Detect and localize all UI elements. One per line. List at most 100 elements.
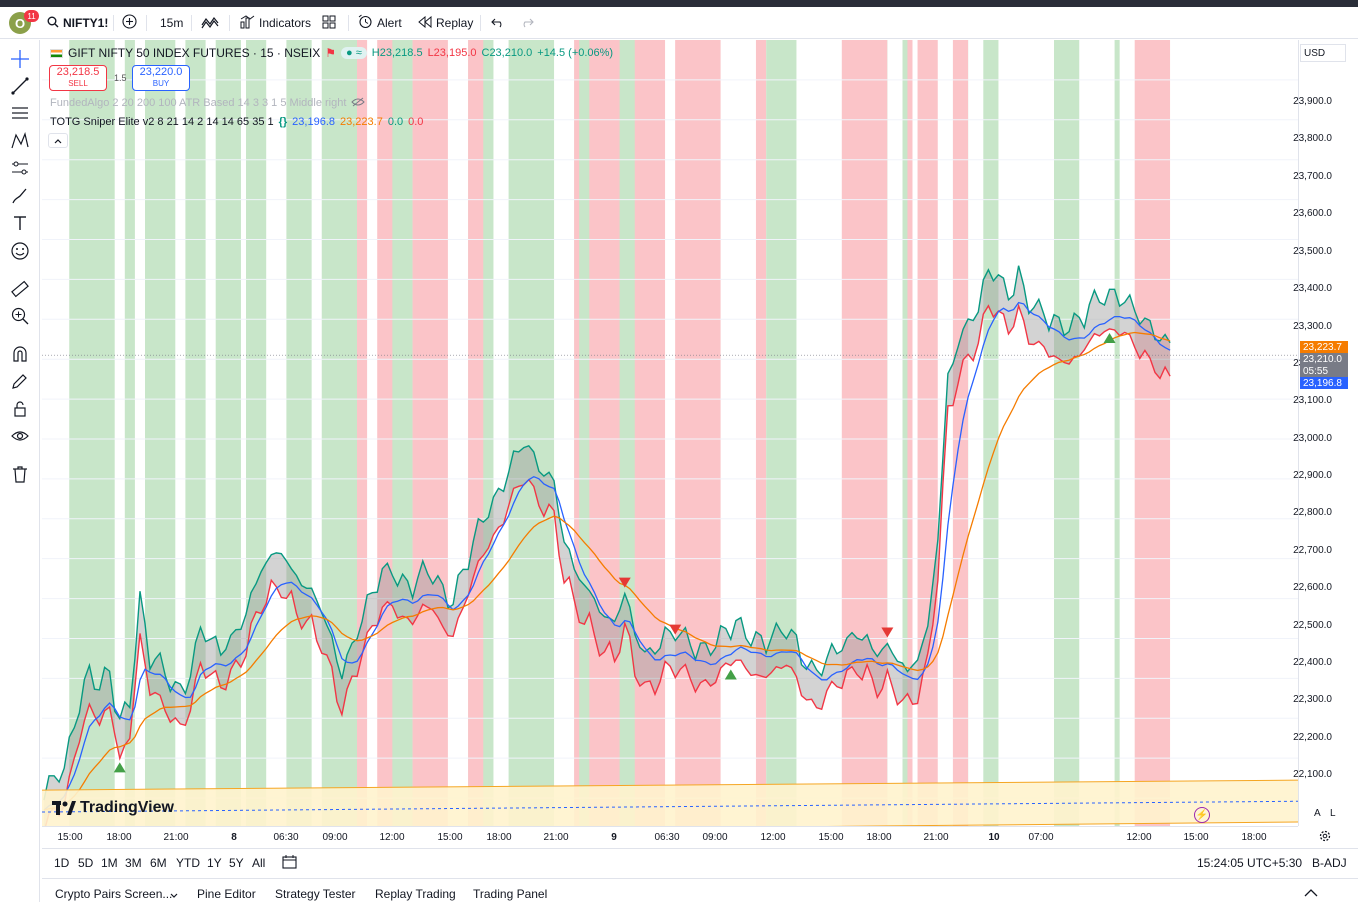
measure-tool[interactable] [9, 278, 31, 300]
magnet-tool[interactable] [9, 343, 31, 365]
price-axis-label: 22,800.0 [1293, 507, 1332, 518]
trendline-tool[interactable] [9, 75, 31, 97]
sell-label: SELL [68, 79, 88, 88]
compare-button[interactable] [122, 13, 137, 33]
alert-button[interactable]: Alert [358, 13, 402, 33]
time-axis[interactable]: 15:00 18:00 21:00 8 06:30 09:00 12:00 15:00 18:0… [42, 826, 1298, 848]
bearish-zone [634, 40, 666, 826]
indicator2-legend[interactable]: TOTG Sniper Elite v2 8 21 14 2 14 14 65 … [50, 114, 423, 130]
eye-off-icon[interactable] [351, 97, 366, 110]
bearish-zone [675, 40, 721, 826]
text-tool[interactable] [9, 212, 31, 234]
chevron-down-icon[interactable] [170, 888, 178, 902]
time-axis-label: 09:00 [322, 832, 348, 843]
crosshair-tool[interactable] [9, 48, 31, 70]
panel-tab[interactable]: Strategy Tester [275, 887, 356, 901]
sell-signal-triangle [618, 577, 631, 588]
chart-pane[interactable] [42, 40, 1298, 826]
expand-panel-button[interactable] [1304, 886, 1318, 900]
range-3m[interactable]: 3M [125, 856, 142, 870]
zoom-tool[interactable] [9, 305, 31, 327]
price-axis-label: 22,600.0 [1293, 582, 1332, 593]
sell-button[interactable]: 23,218.5 SELL [49, 65, 107, 91]
spread-value: 1.5 [114, 73, 127, 83]
indicators-label: Indicators [259, 16, 312, 30]
price-axis-label: 23,700.0 [1293, 171, 1332, 182]
pattern-icon [11, 131, 29, 149]
symbol-legend: GIFT NIFTY 50 INDEX FUTURES · 15 · NSEIX… [50, 45, 613, 61]
replay-lightning-button[interactable]: ⚡ [1194, 807, 1210, 823]
currency-selector[interactable]: USD [1300, 44, 1346, 62]
stay-drawing-tool[interactable] [9, 370, 31, 392]
pencil-lock-icon [12, 374, 27, 389]
symbol-title[interactable]: GIFT NIFTY 50 INDEX FUTURES · 15 · NSEIX [68, 46, 321, 60]
panel-tab[interactable]: Crypto Pairs Screen... [55, 887, 173, 901]
symbol-search[interactable]: NIFTY1! [47, 13, 108, 33]
panel-tab[interactable]: Replay Trading [375, 887, 456, 901]
divider [229, 15, 230, 31]
bearish-zone [755, 40, 767, 826]
plus-circle-icon [122, 14, 137, 32]
auto-scale-button[interactable]: A [1314, 808, 1321, 819]
timezone-clock[interactable]: 15:24:05 UTC+5:30 [1197, 856, 1303, 870]
flag-icon[interactable]: ⚑ [325, 46, 337, 60]
redo-button[interactable] [520, 13, 534, 33]
divider [191, 15, 192, 31]
range-all[interactable]: All [252, 856, 266, 870]
tradingview-logo[interactable]: TradingView [52, 799, 174, 817]
price-axis-label: 23,400.0 [1293, 283, 1332, 294]
indicators-button[interactable]: Indicators [240, 13, 311, 33]
price-axis-label: 23,600.0 [1293, 208, 1332, 219]
remove-drawings-tool[interactable] [9, 463, 31, 485]
log-scale-button[interactable]: L [1330, 808, 1336, 819]
range-ytd[interactable]: YTD [176, 856, 200, 870]
emoji-tool[interactable] [9, 240, 31, 262]
code-braces-icon[interactable]: {} [278, 116, 288, 128]
time-axis-label: 9 [611, 832, 617, 843]
forecast-tool[interactable] [9, 157, 31, 179]
undo-button[interactable] [491, 13, 505, 33]
bearish-zone [841, 40, 888, 826]
range-5d[interactable]: 5D [78, 856, 94, 870]
indicator2-value2: 23,223.7 [340, 116, 383, 128]
panel-tab[interactable]: Pine Editor [197, 887, 256, 901]
bullish-zone [902, 40, 908, 826]
range-1y[interactable]: 1Y [207, 856, 222, 870]
hide-drawings-tool[interactable] [9, 425, 31, 447]
indicator1-legend[interactable]: FundedAlgo 2 20 200 100 ATR Based 14 3 3… [50, 95, 366, 111]
adjustment-toggle[interactable]: B-ADJ [1312, 856, 1347, 870]
ohlc-high: H23,218.5 [371, 47, 423, 59]
last-price-tag: 23,210.0 [1300, 353, 1348, 365]
layouts-button[interactable] [322, 13, 336, 33]
bearish-zone [907, 40, 913, 826]
ruler-icon [11, 280, 29, 298]
pattern-tool[interactable] [9, 130, 31, 152]
interval-button[interactable]: 15m [160, 16, 184, 30]
gear-icon [1319, 830, 1331, 842]
replay-button[interactable]: Replay [418, 13, 473, 33]
price-axis[interactable]: 23,900.0 23,800.0 23,700.0 23,600.0 23,500.0… [1293, 40, 1358, 826]
price-axis-label: 23,800.0 [1293, 133, 1332, 144]
brush-tool[interactable] [9, 185, 31, 207]
collapse-legend-button[interactable] [48, 133, 68, 148]
range-6m[interactable]: 6M [150, 856, 167, 870]
alarm-clock-icon [358, 14, 373, 32]
bearish-zone [412, 40, 448, 826]
chart-type-button[interactable] [201, 13, 219, 33]
fib-tool[interactable] [9, 102, 31, 124]
buy-button[interactable]: 23,220.0 BUY [132, 65, 190, 91]
range-1m[interactable]: 1M [101, 856, 118, 870]
panel-tab[interactable]: Trading Panel [473, 887, 548, 901]
bearish-zone [357, 40, 368, 826]
buy-signal-triangle [1103, 332, 1116, 343]
tv-logo-icon [52, 801, 76, 815]
lock-drawings-tool[interactable] [9, 398, 31, 420]
price-chart[interactable] [42, 40, 1298, 826]
goto-date-button[interactable] [282, 854, 298, 872]
market-status[interactable]: ● ≈ [341, 47, 367, 59]
range-5y[interactable]: 5Y [229, 856, 244, 870]
price-axis-label: 22,200.0 [1293, 732, 1332, 743]
search-icon [47, 15, 59, 31]
range-1d[interactable]: 1D [54, 856, 70, 870]
chart-settings-button[interactable] [1318, 829, 1332, 846]
